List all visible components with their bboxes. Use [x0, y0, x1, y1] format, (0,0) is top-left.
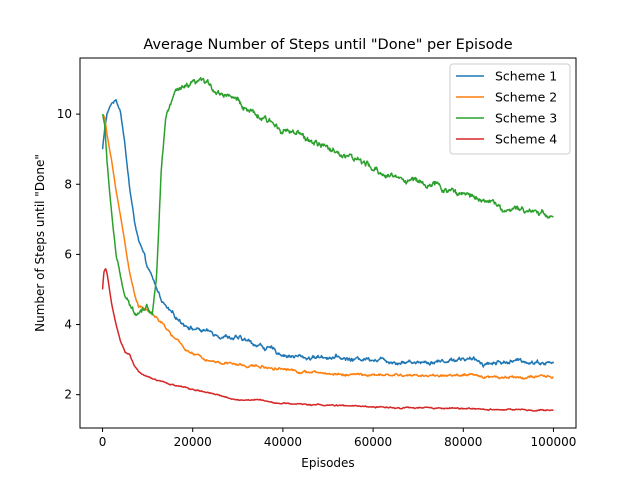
y-tick-label: 2 — [64, 388, 72, 402]
legend-label: Scheme 3 — [495, 111, 557, 126]
x-tick-label: 100000 — [531, 435, 577, 449]
legend-label: Scheme 1 — [495, 69, 557, 84]
y-tick-label: 6 — [64, 247, 72, 261]
y-tick-label: 8 — [64, 177, 72, 191]
y-tick-label: 10 — [57, 107, 72, 121]
series-line-3 — [101, 76, 554, 317]
legend: Scheme 1 Scheme 2 Scheme 3 Scheme 4 — [449, 63, 571, 155]
x-tick-label: 20000 — [174, 435, 212, 449]
x-axis-label: Episodes — [301, 456, 354, 470]
series-line-2 — [101, 113, 554, 380]
x-tick-label: 60000 — [354, 435, 392, 449]
series-layer — [101, 76, 555, 412]
legend-label: Scheme 2 — [495, 90, 557, 105]
x-tick-label: 40000 — [264, 435, 302, 449]
y-axis-label: Number of Steps until "Done" — [33, 154, 47, 332]
series-line-1 — [101, 98, 555, 368]
y-tick-label: 4 — [64, 318, 72, 332]
x-tick-label: 80000 — [444, 435, 482, 449]
plot-frame — [79, 57, 577, 429]
y-axis: 2 4 6 8 10 — [57, 107, 80, 402]
chart-title: Average Number of Steps until "Done" per… — [143, 37, 512, 53]
x-tick-label: 0 — [99, 435, 107, 449]
legend-label: Scheme 4 — [495, 132, 557, 147]
x-axis: 0 20000 40000 60000 80000 100000 — [99, 428, 577, 449]
legend-box — [449, 63, 571, 155]
series-line-4 — [101, 268, 554, 412]
